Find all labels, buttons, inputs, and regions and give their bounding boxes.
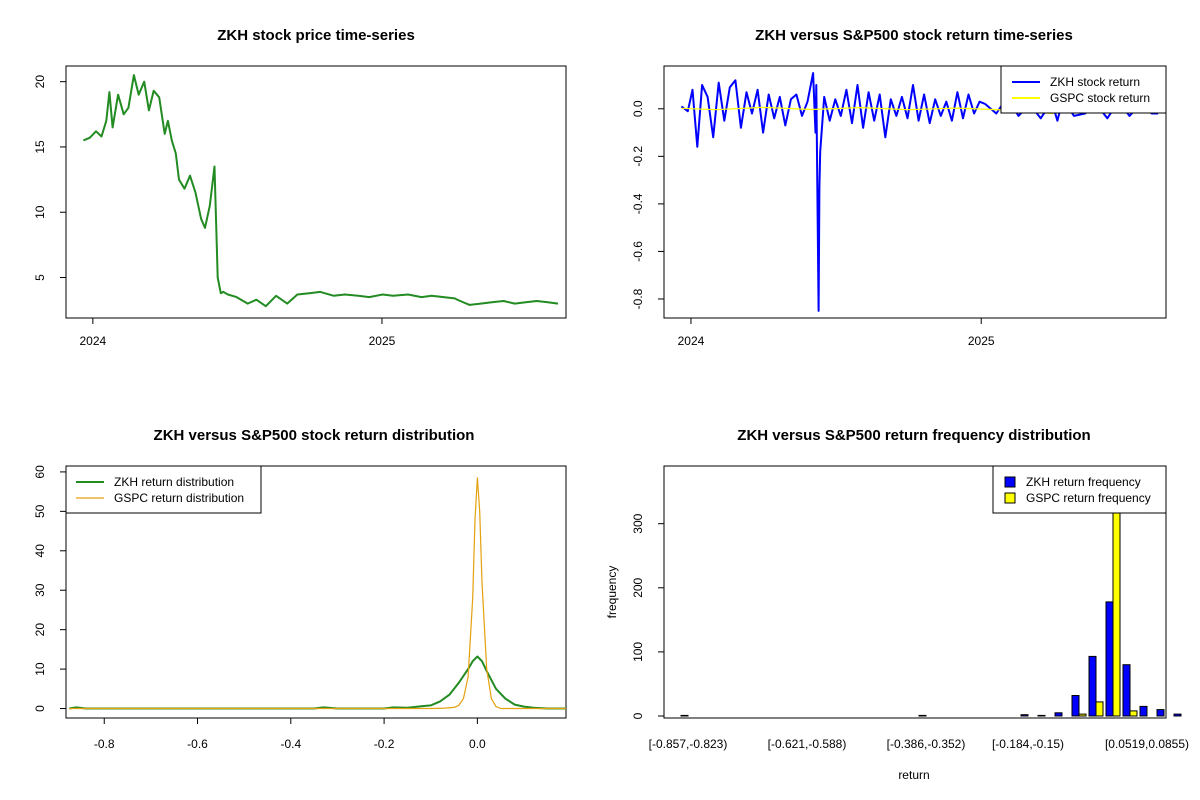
y-tick-label: 300: [631, 513, 645, 533]
legend-swatch: [1004, 476, 1016, 488]
return-timeseries-panel: ZKH versus S&P500 stock return time-seri…: [631, 27, 1167, 348]
price-timeseries-panel: ZKH stock price time-series 2024 2025 5 10 1…: [33, 27, 567, 348]
y-tick-label: -0.4: [631, 193, 645, 214]
x-tick-label: -0.8: [94, 737, 115, 751]
x-tick-label: 2025: [968, 334, 995, 348]
legend-label: ZKH return distribution: [114, 475, 234, 489]
bar: [1088, 655, 1097, 717]
bar: [1112, 510, 1121, 717]
y-tick-label: 20: [33, 75, 47, 89]
bar: [1105, 601, 1114, 717]
bar: [1173, 713, 1182, 717]
legend-label: GSPC return frequency: [1026, 491, 1151, 505]
y-tick-label: 10: [33, 205, 47, 219]
bar: [1156, 709, 1165, 717]
y-tick-label: 40: [33, 544, 47, 558]
legend-swatch: [1004, 492, 1016, 504]
chart-title: ZKH stock price time-series: [217, 27, 415, 44]
y-tick-label: 0: [631, 712, 645, 719]
bar: [1139, 705, 1148, 717]
return-distribution-panel: ZKH versus S&P500 stock return distribut…: [33, 427, 567, 751]
return-frequency-panel: ZKH versus S&P500 return frequency distr…: [605, 427, 1189, 782]
plot-frame: [65, 65, 567, 319]
legend-box: [992, 465, 1167, 514]
y-tick-label: 60: [33, 465, 47, 479]
plot-frame: [663, 65, 1167, 319]
bar: [1122, 664, 1131, 717]
bar: [1129, 710, 1138, 717]
x-category-label: [-0.621,-0.588): [768, 737, 847, 751]
density-line: [69, 655, 566, 710]
plot-frame: [65, 465, 567, 719]
legend-label: ZKH stock return: [1050, 75, 1140, 89]
legend-box: [65, 465, 262, 514]
y-tick-label: -0.2: [631, 146, 645, 167]
bar: [1020, 714, 1029, 717]
chart-title: ZKH versus S&P500 stock return distribut…: [154, 427, 475, 444]
y-tick-label: 50: [33, 504, 47, 518]
bar: [680, 714, 689, 717]
density-line: [69, 477, 566, 710]
x-category-label: [-0.184,-0.15): [992, 737, 1064, 751]
y-tick-label: 0: [33, 705, 47, 712]
x-tick-label: -0.2: [374, 737, 395, 751]
x-tick-label: 0.0: [469, 737, 486, 751]
legend-label: GSPC stock return: [1050, 91, 1150, 105]
plot-frame: [663, 465, 1167, 719]
bar: [1037, 714, 1046, 717]
chart-title: ZKH versus S&P500 stock return time-seri…: [755, 27, 1073, 44]
chart-title: ZKH versus S&P500 return frequency distr…: [737, 427, 1090, 444]
y-tick-label: 5: [33, 274, 47, 281]
y-tick-label: 15: [33, 140, 47, 154]
bar: [918, 714, 927, 717]
legend-label: GSPC return distribution: [114, 491, 244, 505]
x-axis-label: return: [898, 768, 929, 782]
y-tick-label: -0.6: [631, 241, 645, 262]
x-tick-label: 2025: [369, 334, 396, 348]
y-tick-label: 200: [631, 577, 645, 597]
y-tick-label: 10: [33, 662, 47, 676]
x-tick-label: 2024: [678, 334, 705, 348]
legend-box: [1000, 65, 1167, 114]
y-tick-label: 100: [631, 642, 645, 662]
y-tick-label: 30: [33, 583, 47, 597]
bar: [1095, 701, 1104, 717]
bar: [1071, 695, 1080, 717]
y-tick-label: 0.0: [631, 100, 645, 117]
series-line: [83, 74, 559, 308]
x-tick-label: -0.4: [280, 737, 301, 751]
x-category-label: [-0.857,-0.823): [649, 737, 728, 751]
x-tick-label: -0.6: [187, 737, 208, 751]
x-category-label: [0.0519,0.0855): [1105, 737, 1189, 751]
bar: [1078, 713, 1087, 717]
bar: [1054, 712, 1063, 717]
y-axis-label: frequency: [605, 566, 619, 619]
y-tick-label: 20: [33, 623, 47, 637]
y-tick-label: -0.8: [631, 288, 645, 309]
legend-label: ZKH return frequency: [1026, 475, 1141, 489]
x-tick-label: 2024: [80, 334, 107, 348]
x-category-label: [-0.386,-0.352): [887, 737, 966, 751]
